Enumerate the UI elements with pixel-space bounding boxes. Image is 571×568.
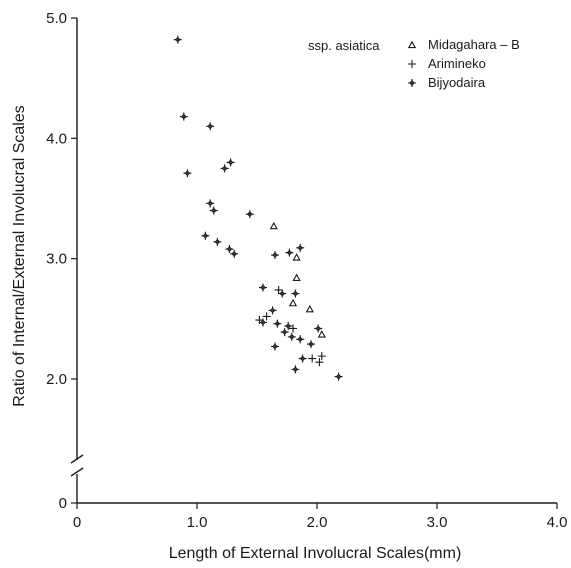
- legend-label: Bijyodaira: [428, 75, 486, 90]
- data-point-plus: [289, 324, 297, 333]
- data-point-star: [201, 231, 210, 240]
- data-point-triangle: [292, 253, 301, 261]
- tick-labels: 0 1.0 2.0 3.0 4.0 0 2.0 3.0 4.0 5.0: [46, 10, 567, 531]
- data-point-star: [273, 319, 282, 328]
- data-point-plus: [262, 312, 271, 321]
- data-point-star: [287, 332, 296, 341]
- data-point-star: [296, 335, 305, 344]
- data-point-star: [298, 354, 307, 363]
- data-point-star: [307, 340, 315, 349]
- data-point-triangle: [288, 298, 298, 307]
- data-point-star: [296, 243, 305, 252]
- data-point-star: [284, 322, 293, 331]
- x-tick-label: 1.0: [187, 514, 208, 531]
- y-tick-label: 5.0: [46, 10, 67, 27]
- y-tick-label: 2.0: [46, 371, 67, 388]
- data-point-star: [183, 169, 192, 178]
- y-axis-title: Ratio of Internal/External Involucral Sc…: [11, 105, 28, 406]
- data-points: [173, 35, 343, 381]
- data-point-plus: [317, 352, 326, 361]
- data-point-star: [268, 306, 277, 315]
- y-axis-break-mark-top: [70, 454, 84, 464]
- legend-label: Midagahara – B: [428, 37, 520, 52]
- legend-marker-plus: [408, 60, 416, 68]
- legend: ssp. asiatica Midagahara – B Arimineko Bij…: [308, 37, 520, 90]
- legend-label: Arimineko: [428, 56, 486, 71]
- data-point-star: [245, 210, 254, 219]
- legend-marker-star: [408, 79, 416, 87]
- data-point-star: [259, 283, 267, 292]
- data-point-star: [291, 289, 300, 298]
- legend-title: ssp. asiatica: [308, 38, 380, 53]
- data-point-star: [314, 324, 323, 333]
- data-point-star: [280, 328, 289, 337]
- data-point-plus: [274, 285, 283, 294]
- data-point-star: [220, 164, 229, 173]
- data-point-star: [278, 289, 287, 298]
- y-tick-label: 4.0: [46, 130, 67, 147]
- data-point-plus: [315, 358, 324, 367]
- x-tick-label: 3.0: [427, 514, 448, 531]
- data-point-star: [206, 199, 215, 208]
- data-point-triangle: [269, 221, 278, 230]
- legend-marker-triangle: [407, 40, 417, 49]
- data-point-triangle: [292, 273, 301, 282]
- data-point-star: [179, 112, 188, 121]
- data-point-star: [285, 248, 294, 257]
- data-point-star: [226, 158, 235, 167]
- ticks: [71, 17, 558, 509]
- data-point-star: [259, 318, 267, 327]
- data-point-triangle: [305, 304, 314, 313]
- data-point-star: [225, 245, 234, 254]
- data-point-star: [173, 35, 182, 44]
- data-point-star: [271, 251, 279, 260]
- data-point-star: [334, 372, 343, 381]
- data-point-triangle: [317, 330, 326, 338]
- data-point-star: [206, 122, 215, 131]
- y-axis-break-mark-bottom: [70, 467, 84, 477]
- data-point-star: [230, 249, 239, 258]
- legend-items: Midagahara – B Arimineko Bijyodaira: [407, 37, 520, 90]
- data-point-star: [271, 342, 279, 351]
- data-point-star: [213, 237, 222, 246]
- data-point-star: [209, 206, 218, 215]
- y-tick-label: 3.0: [46, 251, 67, 268]
- data-point-plus: [308, 354, 317, 363]
- data-point-star: [291, 365, 300, 374]
- y-tick-label: 0: [59, 495, 67, 512]
- x-tick-label: 4.0: [547, 514, 568, 531]
- axes: [70, 18, 557, 504]
- x-axis-title: Length of External Involucral Scales(mm): [169, 545, 462, 562]
- x-tick-label: 2.0: [307, 514, 328, 531]
- x-tick-label: 0: [73, 514, 81, 531]
